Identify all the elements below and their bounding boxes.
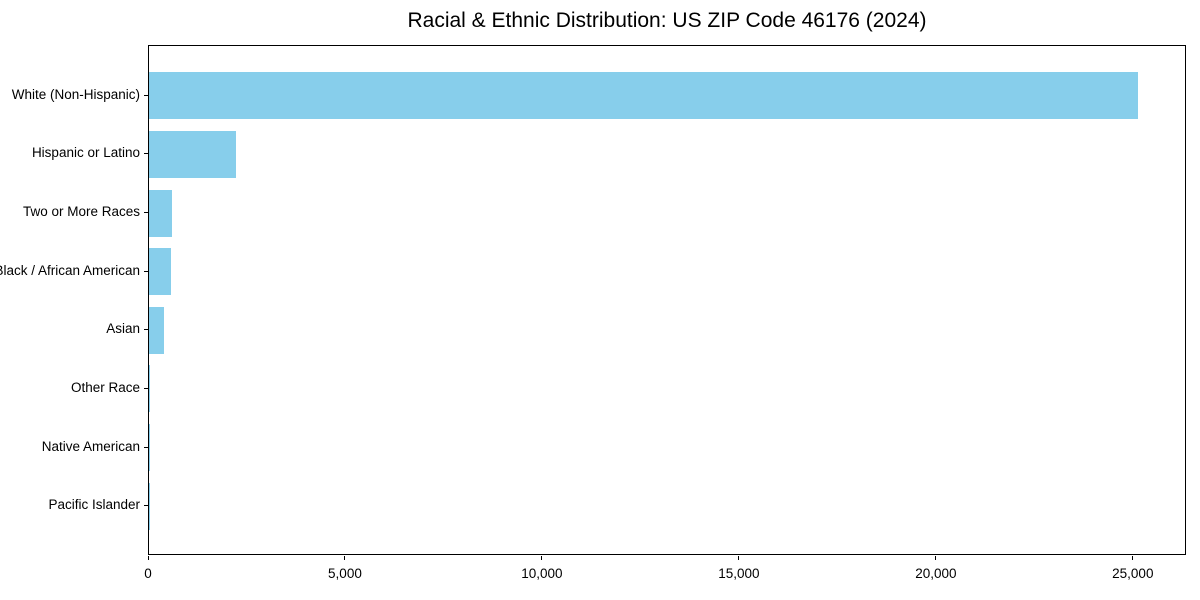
chart-title: Racial & Ethnic Distribution: US ZIP Cod…	[407, 9, 927, 32]
y-tick-label-white-non-hispanic: White (Non-Hispanic)	[11, 86, 140, 102]
x-tick-mark	[738, 556, 740, 560]
x-tick-label: 5,000	[328, 566, 362, 581]
x-tick-label: 15,000	[718, 566, 760, 581]
x-tick-label: 20,000	[915, 566, 957, 581]
y-tick-mark	[144, 212, 148, 214]
y-tick-mark	[144, 270, 148, 272]
bar-asian	[149, 306, 165, 354]
y-tick-label-black-african-american: Black / African American	[0, 262, 140, 278]
y-tick-mark	[144, 94, 148, 96]
y-tick-label-pacific-islander: Pacific Islander	[48, 497, 140, 513]
bar-black-african-american	[149, 248, 171, 296]
x-tick-mark	[147, 556, 149, 560]
y-tick-mark	[144, 446, 148, 448]
y-tick-label-hispanic-or-latino: Hispanic or Latino	[31, 145, 140, 161]
y-tick-mark	[144, 505, 148, 507]
x-tick-mark	[541, 556, 543, 560]
plot-area	[148, 45, 1186, 555]
bar-hispanic-or-latino	[149, 131, 236, 178]
y-tick-label-other-race: Other Race	[70, 379, 140, 395]
bar-other-race	[149, 365, 151, 413]
bar-two-or-more-races	[149, 189, 172, 237]
y-tick-mark	[144, 153, 148, 155]
y-tick-label-two-or-more-races: Two or More Races	[22, 204, 140, 220]
bar-white-non-hispanic	[149, 72, 1138, 120]
x-tick-label: 25,000	[1112, 566, 1154, 581]
x-tick-label: 10,000	[521, 566, 563, 581]
y-tick-label-native-american: Native American	[41, 438, 140, 454]
x-tick-mark	[344, 556, 346, 560]
bar-native-american	[149, 424, 150, 471]
y-tick-mark	[144, 387, 148, 389]
x-tick-label: 0	[144, 566, 152, 581]
x-tick-mark	[935, 556, 937, 560]
x-tick-mark	[1132, 556, 1134, 560]
y-tick-mark	[144, 329, 148, 331]
y-tick-label-asian: Asian	[106, 321, 140, 337]
